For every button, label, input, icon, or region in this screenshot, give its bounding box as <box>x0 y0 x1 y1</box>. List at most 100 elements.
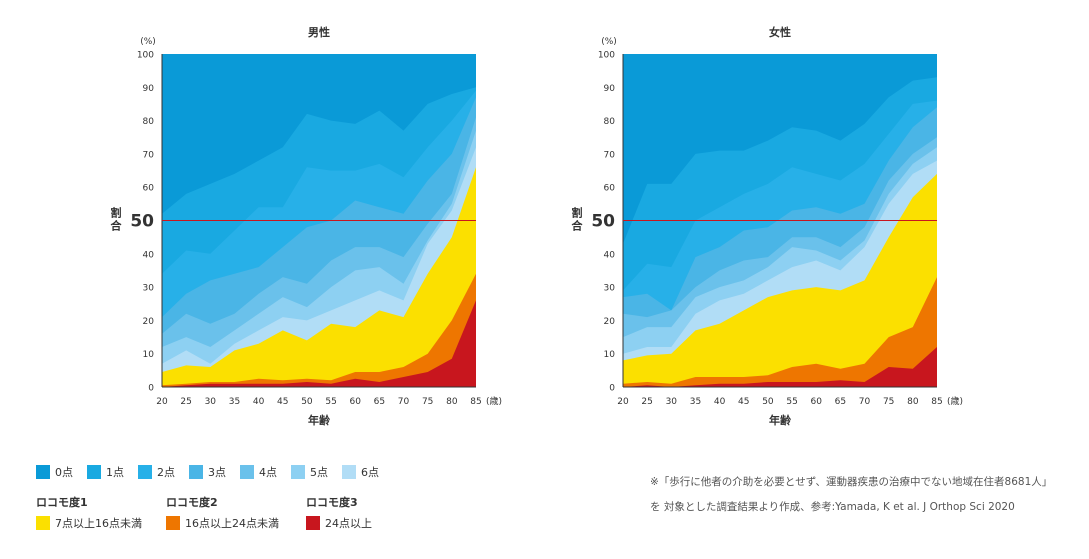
y-tick-label: 90 <box>604 84 616 94</box>
y-tick-label: 30 <box>143 284 155 294</box>
y-tick-label: 70 <box>143 150 155 160</box>
chart-title: 女性 <box>769 25 791 39</box>
legend-label: 3点 <box>208 466 226 479</box>
y-tick-label: 100 <box>598 51 615 61</box>
x-tick-label: 35 <box>229 397 240 407</box>
legend-label: 6点 <box>361 466 379 479</box>
legend-item-4: 4点 <box>240 464 277 480</box>
x-tick-label: 30 <box>666 397 678 407</box>
y-axis-title-char: 割 <box>572 206 583 220</box>
area-band-locomo1 <box>162 167 476 387</box>
legend-item-5: 5点 <box>291 464 328 480</box>
x-unit-label: (歳) <box>947 395 963 407</box>
legend-item-locomo2: 16点以上24点未満 <box>166 515 279 531</box>
x-tick-label: 25 <box>180 397 191 407</box>
x-tick-label: 60 <box>811 397 823 407</box>
x-tick-label: 55 <box>325 397 336 407</box>
legend-label: 0点 <box>55 466 73 479</box>
y-tick-label: 40 <box>143 250 155 260</box>
y-tick-label: 40 <box>604 250 616 260</box>
locomo1-title: ロコモ度1 <box>36 496 88 509</box>
x-tick-label: 85 <box>931 397 942 407</box>
y-tick-label: 80 <box>604 117 616 127</box>
y-tick-label: 70 <box>604 150 616 160</box>
legend-swatch <box>138 465 152 479</box>
x-tick-label: 35 <box>690 397 701 407</box>
x-tick-label: 60 <box>350 397 362 407</box>
y-tick-label: 90 <box>143 84 155 94</box>
x-tick-label: 85 <box>470 397 481 407</box>
y-axis-title-char: 合 <box>572 219 584 233</box>
x-tick-label: 30 <box>205 397 217 407</box>
legend-label: 4点 <box>259 466 277 479</box>
legend-label: 7点以上16点未満 <box>55 517 142 530</box>
x-axis-title: 年齢 <box>308 413 331 427</box>
y-tick-label: 30 <box>604 284 616 294</box>
x-tick-label: 50 <box>762 397 774 407</box>
legend-swatch <box>87 465 101 479</box>
legend-item-locomo1: 7点以上16点未満 <box>36 515 142 531</box>
legend-swatch <box>240 465 254 479</box>
legend-item-1: 1点 <box>87 464 124 480</box>
y-axis-title-char: 合 <box>111 219 123 233</box>
legend-swatch <box>342 465 356 479</box>
legend-label: 2点 <box>157 466 175 479</box>
x-tick-label: 45 <box>738 397 749 407</box>
y-tick-label: 20 <box>604 317 616 327</box>
legend-swatch <box>189 465 203 479</box>
y-tick-label: 60 <box>143 184 155 194</box>
x-tick-label: 40 <box>253 397 265 407</box>
x-tick-label: 50 <box>301 397 313 407</box>
legend-item-3: 3点 <box>189 464 226 480</box>
area-band-locomo3 <box>623 347 937 387</box>
legend-item-2: 2点 <box>138 464 175 480</box>
x-unit-label: (歳) <box>486 395 502 407</box>
y-unit-label: (%) <box>601 37 617 47</box>
x-tick-label: 80 <box>907 397 919 407</box>
x-tick-label: 20 <box>156 397 168 407</box>
y-tick-label: 10 <box>143 350 155 360</box>
y-tick-label: 0 <box>148 384 154 394</box>
x-tick-label: 75 <box>422 397 433 407</box>
x-tick-label: 75 <box>883 397 894 407</box>
legend-label: 16点以上24点未満 <box>185 517 279 530</box>
chart-title: 男性 <box>308 25 330 39</box>
x-tick-label: 65 <box>374 397 385 407</box>
legend-label: 1点 <box>106 466 124 479</box>
y-tick-label: 100 <box>137 51 154 61</box>
legend-item-0: 0点 <box>36 464 73 480</box>
source-note: ※「歩行に他者の介助を必要とせず、運動器疾患の治療中でない地域在住者8681人」… <box>650 476 1048 513</box>
legend-item-locomo3: 24点以上 <box>306 515 372 531</box>
y-axis-title-char: 割 <box>111 206 122 220</box>
legend-label: 5点 <box>310 466 328 479</box>
legend-swatch <box>306 516 320 530</box>
y-tick-label: 80 <box>143 117 155 127</box>
y-tick-label: 20 <box>143 317 155 327</box>
x-tick-label: 20 <box>617 397 629 407</box>
y-tick-label: 0 <box>609 384 615 394</box>
x-tick-label: 65 <box>835 397 846 407</box>
x-tick-label: 25 <box>641 397 652 407</box>
y-tick-label: 10 <box>604 350 616 360</box>
x-tick-label: 55 <box>786 397 797 407</box>
area-band-locomo3 <box>162 300 476 387</box>
legend-swatch <box>36 516 50 530</box>
area-band-locomo1 <box>623 173 937 387</box>
y-unit-label: (%) <box>140 37 156 47</box>
locomo3-title: ロコモ度3 <box>306 496 358 509</box>
x-tick-label: 45 <box>277 397 288 407</box>
y-tick-label: 60 <box>604 184 616 194</box>
x-tick-label: 70 <box>859 397 871 407</box>
legend-swatch <box>291 465 305 479</box>
legend-item-6: 6点 <box>342 464 379 480</box>
legend-points: 0点 1点 2点 3点 4点 5点 6点 <box>36 464 393 480</box>
legend-swatch <box>166 516 180 530</box>
x-tick-label: 70 <box>398 397 410 407</box>
reference-line-label: 50 <box>591 212 615 232</box>
legend-swatch <box>36 465 50 479</box>
reference-line-label: 50 <box>130 212 154 232</box>
x-tick-label: 80 <box>446 397 458 407</box>
locomo2-title: ロコモ度2 <box>166 496 218 509</box>
x-tick-label: 40 <box>714 397 726 407</box>
